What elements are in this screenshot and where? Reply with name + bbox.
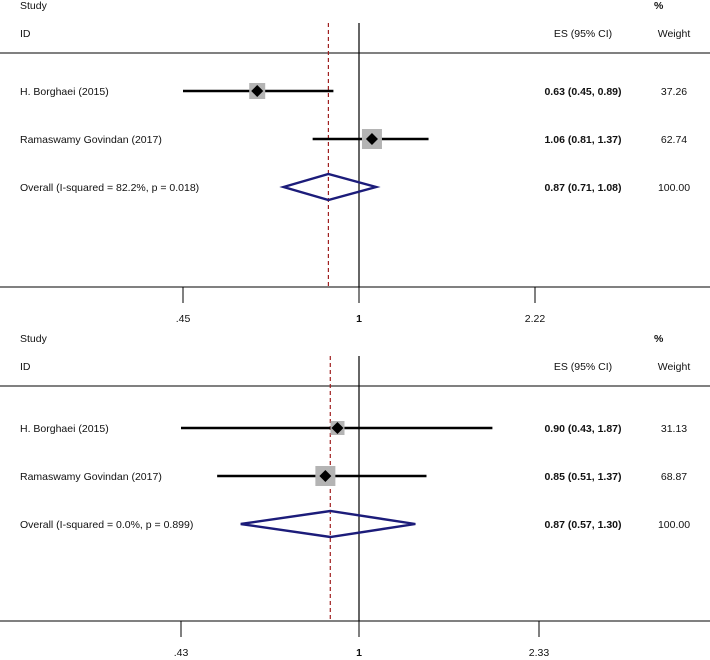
study-label: Ramaswamy Govindan (2017) — [20, 471, 162, 483]
x-tick-label: 2.33 — [529, 647, 550, 659]
weight-value: 37.26 — [661, 86, 687, 98]
overall-diamond — [279, 172, 381, 202]
overall-diamond — [240, 509, 416, 539]
es-ci-value: 1.06 (0.81, 1.37) — [544, 134, 621, 146]
es-ci-value: 0.87 (0.71, 1.08) — [544, 182, 621, 194]
header-study: Study — [20, 0, 48, 12]
x-tick-label: 1 — [356, 647, 362, 659]
header-weight: Weight — [658, 361, 691, 373]
weight-value: 62.74 — [661, 134, 687, 146]
study-label: Ramaswamy Govindan (2017) — [20, 134, 162, 146]
point-estimate — [331, 422, 344, 434]
es-ci-value: 0.87 (0.57, 1.30) — [544, 519, 621, 531]
point-estimate — [251, 85, 264, 97]
weight-value: 100.00 — [658, 519, 690, 531]
x-tick-label: 2.22 — [525, 313, 546, 325]
es-ci-value: 0.85 (0.51, 1.37) — [544, 471, 621, 483]
point-estimate — [365, 133, 378, 145]
study-label: Overall (I-squared = 0.0%, p = 0.899) — [20, 519, 193, 531]
study-label: Overall (I-squared = 82.2%, p = 0.018) — [20, 182, 199, 194]
header-id: ID — [20, 28, 31, 40]
es-ci-value: 0.90 (0.43, 1.87) — [544, 423, 621, 435]
forest-panel-2: Study ID ES (95% CI)% Weight H. Borghaei (20… — [0, 333, 710, 659]
header-percent: % — [654, 333, 664, 345]
header-weight: Weight — [658, 28, 691, 40]
header-id: ID — [20, 361, 31, 373]
study-label: H. Borghaei (2015) — [20, 423, 109, 435]
weight-value: 31.13 — [661, 423, 687, 435]
point-estimate — [319, 470, 332, 482]
weight-value: 68.87 — [661, 471, 687, 483]
header-es-ci: ES (95% CI) — [554, 361, 612, 373]
x-tick-label: .43 — [174, 647, 189, 659]
header-percent: % — [654, 0, 664, 12]
weight-value: 100.00 — [658, 182, 690, 194]
header-es-ci: ES (95% CI) — [554, 28, 612, 40]
study-label: H. Borghaei (2015) — [20, 86, 109, 98]
x-tick-label: 1 — [356, 313, 362, 325]
header-study: Study — [20, 333, 48, 345]
x-tick-label: .45 — [176, 313, 191, 325]
forest-panel-1: Study ID ES (95% CI)% Weight H. Borghaei (20… — [0, 0, 710, 325]
es-ci-value: 0.63 (0.45, 0.89) — [544, 86, 621, 98]
